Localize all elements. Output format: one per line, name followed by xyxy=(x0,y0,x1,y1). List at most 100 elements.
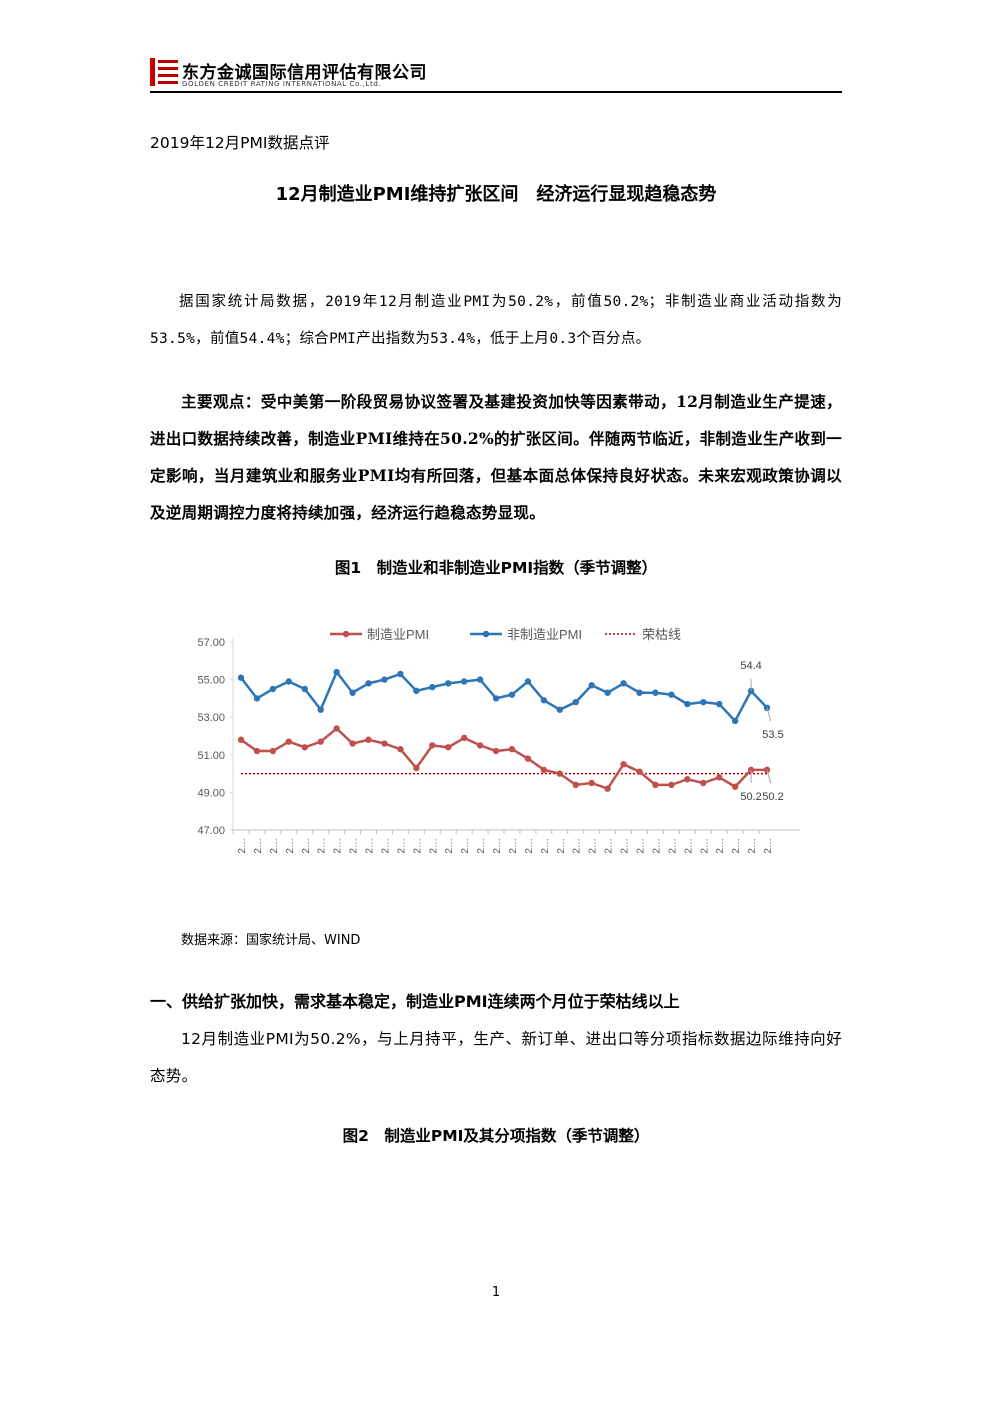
x-tick-label: 2… xyxy=(572,838,583,854)
y-tick-label: 51.00 xyxy=(197,750,225,762)
y-tick-label: 47.00 xyxy=(197,825,225,837)
point xyxy=(588,682,595,689)
point xyxy=(508,745,516,753)
x-tick-label: 2… xyxy=(365,838,376,854)
point xyxy=(413,764,420,772)
paragraph: 据国家统计局数据，2019年12月制造业PMI为50.2%，前值50.2%；非制… xyxy=(150,294,842,347)
point xyxy=(747,687,755,695)
point xyxy=(508,691,516,698)
y-tick-label: 57.00 xyxy=(197,637,225,649)
point xyxy=(492,695,500,702)
company-name-en: GOLDEN CREDIT RATING INTERNATIONAL Co.,L… xyxy=(182,80,382,88)
point xyxy=(636,689,643,696)
paragraph: 12月制造业PMI为50.2%，与上月持平，生产、新订单、进出口等分项指标数据边… xyxy=(150,1030,842,1085)
point xyxy=(492,747,500,755)
x-tick-label: 2… xyxy=(317,838,328,854)
series-line xyxy=(240,669,768,724)
legend-marker xyxy=(342,630,350,638)
company-name: 东方金诚国际信用评估有限公司 xyxy=(182,63,427,83)
legend-label: 非制造业PMI xyxy=(507,627,582,642)
figure-caption: 图1 制造业和非制造业PMI指数（季节调整） xyxy=(334,559,658,577)
data-label: 54.4 xyxy=(740,660,761,672)
x-tick-label: 2… xyxy=(556,838,567,854)
point xyxy=(747,766,755,774)
point xyxy=(620,680,627,687)
series-line xyxy=(240,726,768,791)
x-tick-label: 2… xyxy=(540,838,551,854)
point xyxy=(397,745,404,753)
x-tick-label: 2… xyxy=(651,838,662,854)
paragraph: 主要观点：受中美第一阶段贸易协议签署及基建投资加快等因素带动，12月制造业生产提… xyxy=(150,392,842,522)
point xyxy=(253,695,261,702)
point xyxy=(763,766,771,774)
x-tick-label: 2… xyxy=(699,838,710,854)
logo xyxy=(150,58,178,86)
x-tick-label: 2… xyxy=(444,838,455,854)
point xyxy=(429,742,436,749)
x-tick-label: 2… xyxy=(253,838,264,854)
y-tick-label: 55.00 xyxy=(197,675,225,687)
x-tick-label: 2… xyxy=(508,838,519,854)
data-label: 50.2 xyxy=(762,791,783,803)
x-tick-label: 2… xyxy=(636,838,647,854)
point xyxy=(429,683,436,691)
point xyxy=(460,678,468,685)
point xyxy=(285,678,293,685)
point xyxy=(540,766,548,774)
x-tick-label: 2… xyxy=(763,838,774,854)
x-tick-label: 2… xyxy=(667,838,678,854)
x-tick-label: 2… xyxy=(269,838,280,854)
x-tick-label: 2… xyxy=(301,838,312,854)
point xyxy=(716,774,723,781)
x-tick-label: 2… xyxy=(588,838,599,854)
label-leader xyxy=(766,707,772,722)
point xyxy=(763,704,771,711)
x-tick-label: 2… xyxy=(604,838,615,854)
point xyxy=(365,680,372,687)
point xyxy=(588,779,595,787)
x-tick-label: 2… xyxy=(333,838,344,854)
point xyxy=(731,717,739,725)
point xyxy=(604,785,611,792)
point xyxy=(317,706,324,713)
point xyxy=(636,768,643,775)
point xyxy=(731,783,739,790)
x-tick-label: 2… xyxy=(524,838,535,854)
point xyxy=(604,689,611,696)
y-tick-label: 53.00 xyxy=(197,712,225,724)
point xyxy=(700,779,707,787)
point xyxy=(524,755,532,762)
y-tick-label: 49.00 xyxy=(197,787,225,799)
data-label: 50.2 xyxy=(740,791,761,803)
point xyxy=(285,738,293,745)
legend-label: 荣枯线 xyxy=(642,627,681,642)
point xyxy=(556,706,563,713)
figure-caption: 图2 制造业PMI及其分项指数（季节调整） xyxy=(342,1127,650,1145)
x-tick-label: 2… xyxy=(492,838,503,854)
x-tick-label: 2… xyxy=(683,838,694,854)
point xyxy=(556,770,563,777)
title: 12月制造业PMI维持扩张区间 经济运行显现趋稳态势 xyxy=(275,184,717,205)
x-tick-label: 2… xyxy=(731,838,742,854)
x-tick-label: 2… xyxy=(237,838,248,854)
point xyxy=(540,697,548,704)
point xyxy=(365,736,372,743)
page-number: 1 xyxy=(491,1285,501,1300)
point xyxy=(445,744,452,751)
point xyxy=(381,740,388,747)
point xyxy=(301,744,308,751)
point xyxy=(652,689,659,696)
legend-marker xyxy=(482,630,490,638)
point xyxy=(349,740,356,747)
point xyxy=(668,691,675,698)
point xyxy=(237,736,245,743)
point xyxy=(317,738,324,745)
point xyxy=(572,781,579,789)
point xyxy=(333,725,340,732)
x-tick-label: 2… xyxy=(349,838,360,854)
x-tick-label: 2… xyxy=(715,838,726,854)
x-tick-label: 2… xyxy=(747,838,758,854)
point xyxy=(652,781,659,789)
x-tick-label: 2… xyxy=(412,838,423,854)
